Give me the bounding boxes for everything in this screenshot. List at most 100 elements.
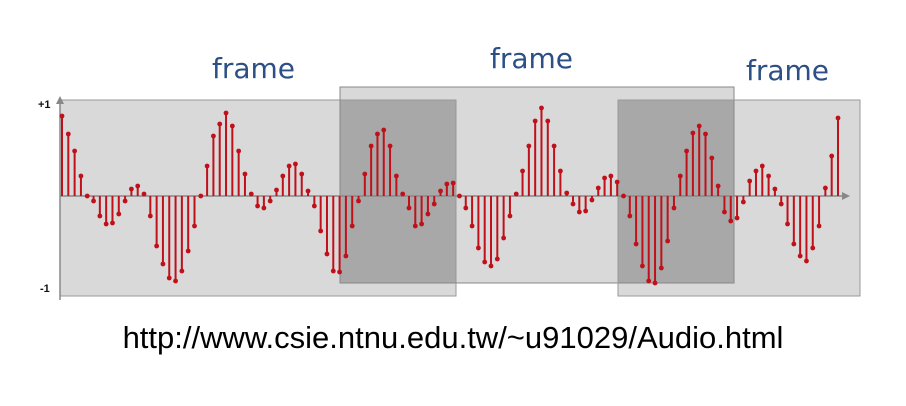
frame-overlap-2: [617, 99, 735, 284]
sample-point: [122, 198, 128, 204]
sample-point: [274, 187, 279, 193]
sample-point: [128, 186, 134, 192]
sample-point: [223, 110, 229, 116]
sample-point: [173, 278, 178, 284]
sample-point: [539, 105, 544, 111]
sample-point: [393, 173, 399, 179]
sample-point: [602, 175, 607, 181]
sample-point: [65, 131, 71, 137]
sample-point: [684, 148, 689, 154]
sample-point: [425, 211, 431, 217]
axis-bottom-label: -1: [40, 283, 50, 295]
sample-point: [72, 148, 78, 154]
sample-point: [116, 211, 122, 217]
sample-point: [822, 185, 828, 191]
sample-point: [457, 193, 462, 199]
sample-point: [551, 143, 557, 149]
sample-point: [778, 201, 784, 207]
sample-point: [513, 191, 519, 197]
sample-point: [810, 245, 816, 251]
sample-point: [759, 163, 765, 169]
sample-point: [381, 127, 387, 133]
sample-point: [595, 185, 601, 191]
sample-point: [84, 193, 90, 199]
sample-point: [576, 209, 582, 215]
sample-point: [690, 130, 696, 136]
sample-point: [621, 193, 626, 199]
frame-label-2: frame: [490, 42, 573, 75]
sample-point: [97, 213, 103, 219]
sample-point: [267, 198, 273, 204]
sample-point: [337, 269, 342, 275]
sample-point: [804, 258, 809, 264]
sample-point: [627, 213, 633, 219]
sample-point: [722, 209, 727, 215]
sample-point: [589, 197, 595, 203]
axis-top-label: +1: [38, 99, 51, 111]
sample-point: [211, 133, 216, 139]
sample-point: [785, 221, 790, 227]
sample-point: [229, 123, 235, 129]
sample-point: [166, 275, 172, 281]
sample-point: [766, 173, 772, 179]
sample-point: [135, 183, 141, 189]
sample-point: [728, 218, 734, 224]
sample-point: [753, 168, 759, 174]
sample-point: [147, 213, 153, 219]
sample-point: [734, 215, 740, 221]
sample-point: [709, 155, 715, 161]
sample-point: [154, 243, 160, 249]
sample-point: [185, 248, 191, 254]
sample-point: [311, 203, 317, 209]
sample-point: [160, 261, 166, 267]
sample-point: [431, 201, 437, 207]
sample-point: [78, 173, 84, 179]
sample-point: [450, 180, 456, 186]
sample-point: [375, 131, 380, 137]
sample-point: [463, 205, 469, 211]
sample-point: [406, 205, 412, 211]
sample-point: [362, 171, 368, 177]
sample-point: [829, 153, 835, 159]
sample-point: [475, 245, 481, 251]
sample-point: [400, 191, 406, 197]
sample-point: [740, 199, 746, 205]
sample-point: [318, 228, 324, 234]
sample-point: [482, 259, 488, 265]
sample-point: [280, 173, 286, 179]
sample-point: [242, 171, 248, 177]
sample-point: [532, 118, 538, 124]
frame-overlap-1: [339, 99, 457, 284]
frame-label-1: frame: [212, 52, 295, 85]
sample-point: [236, 148, 242, 154]
sample-point: [658, 265, 664, 271]
sample-point: [677, 173, 683, 179]
sample-point: [671, 205, 677, 211]
sample-point: [349, 223, 355, 229]
sample-point: [696, 123, 702, 129]
sample-point: [438, 188, 443, 194]
sample-point: [103, 221, 109, 227]
sample-point: [110, 220, 115, 226]
sample-point: [91, 198, 96, 204]
x-axis-arrow-icon: [842, 192, 850, 200]
sample-point: [141, 191, 147, 197]
sample-point: [703, 131, 708, 137]
sample-point: [545, 118, 551, 124]
source-url: http://www.csie.ntnu.edu.tw/~u91029/Audi…: [122, 320, 784, 355]
sample-point: [640, 263, 645, 269]
frame-label-3: frame: [746, 54, 829, 87]
sample-point: [204, 163, 210, 169]
sample-point: [564, 190, 570, 196]
sample-point: [614, 179, 620, 185]
sample-point: [747, 178, 753, 184]
sample-point: [715, 183, 721, 189]
sample-point: [324, 251, 330, 257]
sample-point: [652, 280, 658, 286]
sample-point: [583, 208, 589, 214]
sample-point: [772, 186, 778, 192]
sample-point: [387, 143, 393, 149]
sample-point: [255, 203, 260, 209]
sample-point: [192, 223, 197, 229]
